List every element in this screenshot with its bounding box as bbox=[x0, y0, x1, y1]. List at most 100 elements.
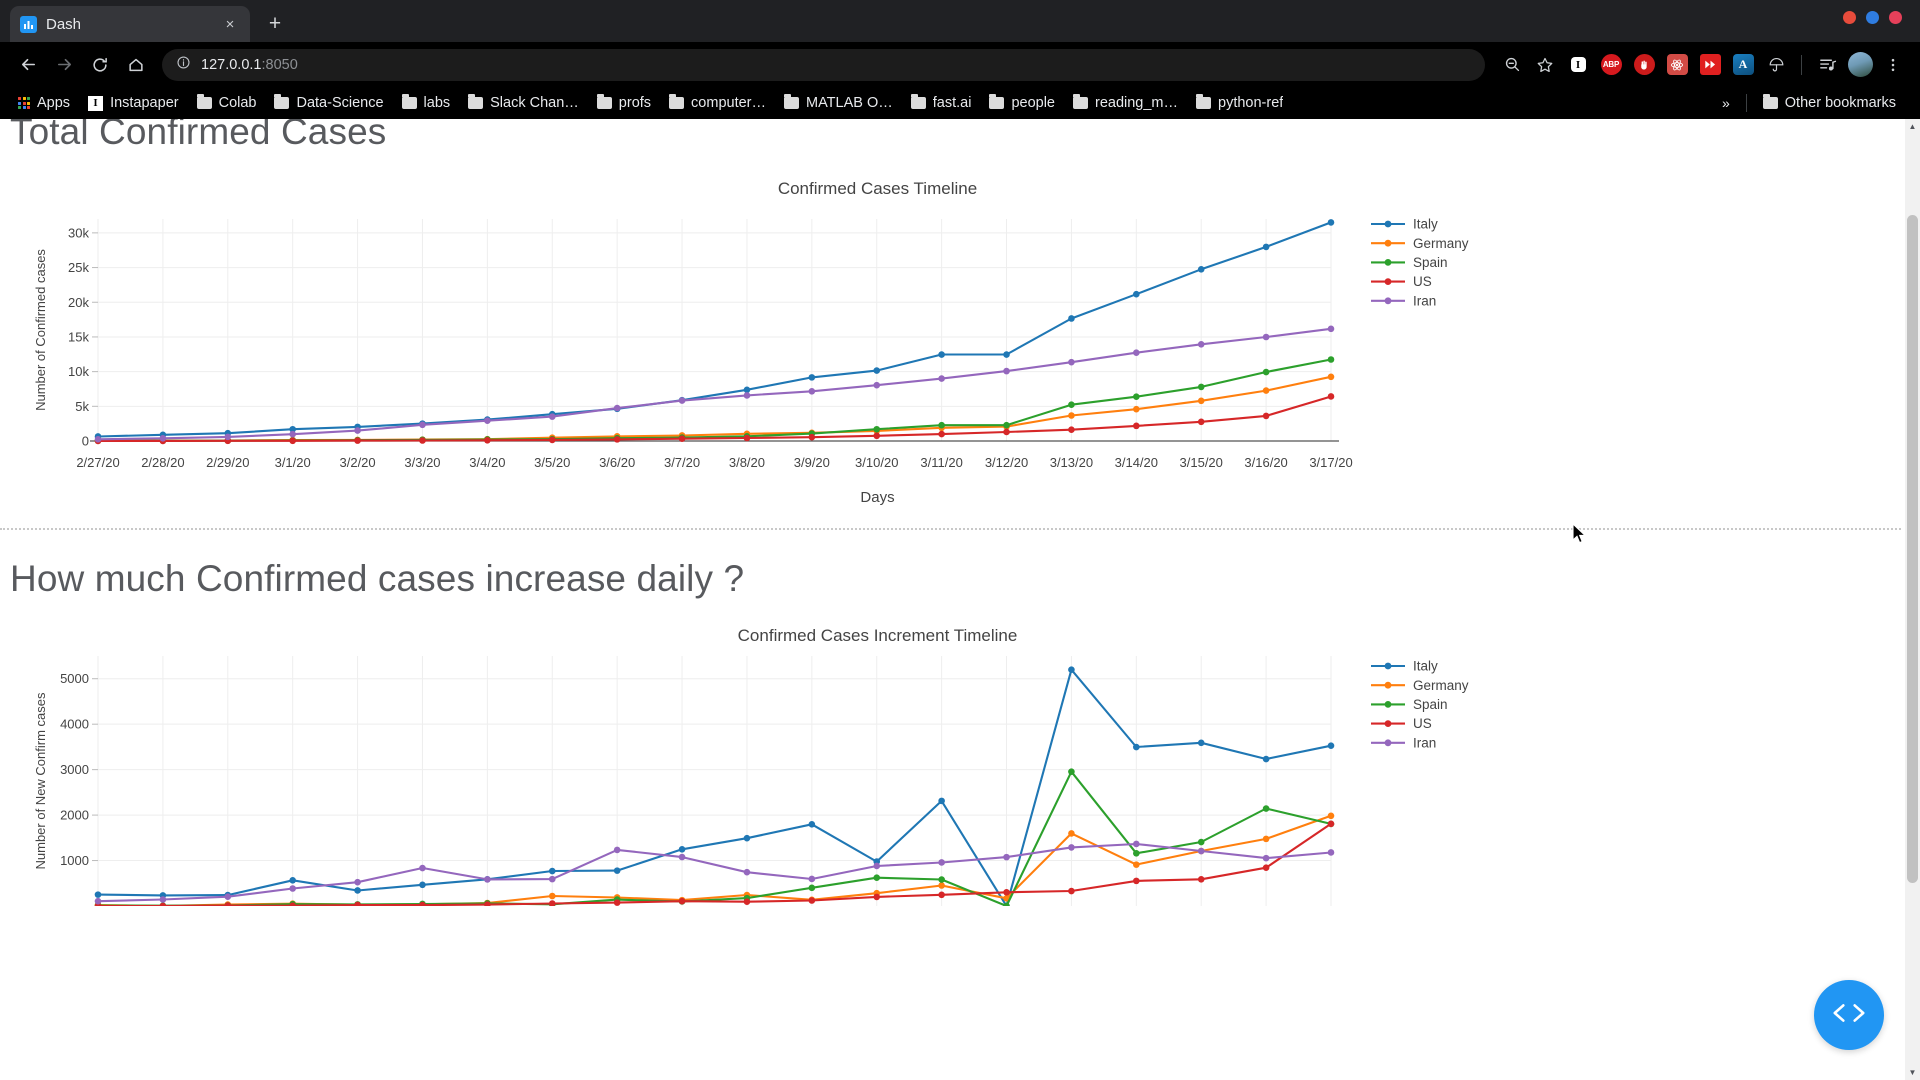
data-point[interactable] bbox=[548, 436, 556, 444]
data-point[interactable] bbox=[1133, 861, 1140, 868]
data-point[interactable] bbox=[938, 430, 945, 438]
bookmark-matlab-o[interactable]: MATLAB O… bbox=[776, 92, 901, 114]
data-point[interactable] bbox=[548, 892, 556, 900]
data-point[interactable] bbox=[1262, 243, 1270, 251]
data-point[interactable] bbox=[1003, 421, 1010, 429]
code-toggle-button[interactable] bbox=[1814, 980, 1884, 1050]
data-point[interactable] bbox=[808, 875, 816, 883]
data-point[interactable] bbox=[1262, 864, 1270, 871]
scrollbar-thumb[interactable] bbox=[1907, 215, 1918, 883]
data-point[interactable] bbox=[1068, 315, 1075, 322]
legend-item-iran[interactable]: Iran bbox=[1371, 293, 1436, 308]
data-point[interactable] bbox=[1068, 768, 1075, 775]
plot-area[interactable]: 0 5k 10k 15k 20k 25k 30k Number of Confirmed ca… bbox=[0, 199, 1901, 489]
data-point[interactable] bbox=[613, 404, 621, 412]
data-point[interactable] bbox=[678, 897, 686, 905]
data-point[interactable] bbox=[354, 878, 361, 886]
data-point[interactable] bbox=[1197, 266, 1205, 273]
plot-svg[interactable]: 1000 2000 3000 4000 5000 Number of New Confir… bbox=[0, 646, 1901, 906]
legend-item-spain[interactable]: Spain bbox=[1371, 697, 1448, 712]
data-point[interactable] bbox=[224, 902, 232, 906]
instapaper-extension-icon[interactable]: I bbox=[1563, 50, 1593, 80]
data-point[interactable] bbox=[808, 433, 816, 441]
data-point[interactable] bbox=[1327, 219, 1335, 226]
data-point[interactable] bbox=[1003, 351, 1010, 358]
umbrella-extension-icon[interactable] bbox=[1761, 50, 1791, 80]
data-point[interactable] bbox=[938, 882, 945, 889]
bookmark-profs[interactable]: profs bbox=[589, 92, 659, 114]
data-point[interactable] bbox=[1327, 820, 1335, 828]
data-point[interactable] bbox=[289, 437, 296, 445]
data-point[interactable] bbox=[1262, 854, 1270, 862]
series-line-iran[interactable] bbox=[97, 327, 1332, 441]
series-line-germany[interactable] bbox=[98, 375, 1332, 442]
data-point[interactable] bbox=[743, 898, 751, 905]
data-point[interactable] bbox=[1133, 290, 1140, 298]
data-point[interactable] bbox=[1197, 876, 1205, 883]
other-bookmarks-button[interactable]: Other bookmarks bbox=[1755, 92, 1910, 114]
bookmark-slack-chan[interactable]: Slack Chan… bbox=[460, 92, 587, 114]
close-icon[interactable]: × bbox=[225, 15, 235, 33]
data-point[interactable] bbox=[1327, 373, 1335, 381]
bookmark-computer[interactable]: computer… bbox=[661, 92, 774, 114]
series-line-italy[interactable] bbox=[97, 668, 1332, 906]
home-icon[interactable] bbox=[120, 49, 152, 81]
data-point[interactable] bbox=[484, 417, 491, 425]
data-point[interactable] bbox=[354, 427, 361, 434]
scroll-down-arrow[interactable]: ▼ bbox=[1908, 1068, 1917, 1077]
info-circle-icon[interactable] bbox=[176, 55, 191, 75]
data-point[interactable] bbox=[678, 397, 686, 404]
data-point[interactable] bbox=[224, 893, 232, 900]
bookmark-colab[interactable]: Colab bbox=[189, 92, 265, 114]
data-point[interactable] bbox=[1133, 877, 1140, 885]
data-point[interactable] bbox=[938, 859, 945, 866]
data-point[interactable] bbox=[1133, 422, 1140, 430]
data-point[interactable] bbox=[938, 351, 945, 358]
bookmark-instapaper[interactable]: I Instapaper bbox=[80, 92, 187, 114]
bookmark-people[interactable]: people bbox=[981, 92, 1063, 114]
forward-arrow-icon[interactable] bbox=[48, 49, 80, 81]
data-point[interactable] bbox=[743, 868, 751, 876]
data-point[interactable] bbox=[1197, 418, 1205, 426]
minimize-button[interactable] bbox=[1843, 11, 1856, 24]
data-point[interactable] bbox=[419, 864, 426, 872]
data-point[interactable] bbox=[808, 374, 816, 381]
legend-item-iran[interactable]: Iran bbox=[1371, 735, 1436, 750]
data-point[interactable] bbox=[354, 887, 361, 894]
data-point[interactable] bbox=[1327, 849, 1335, 856]
maximize-button[interactable] bbox=[1866, 11, 1879, 24]
bookmarks-overflow-button[interactable]: » bbox=[1721, 95, 1730, 111]
back-arrow-icon[interactable] bbox=[12, 49, 44, 81]
data-point[interactable] bbox=[613, 846, 621, 854]
data-point[interactable] bbox=[289, 425, 296, 433]
data-point[interactable] bbox=[873, 381, 881, 389]
new-tab-button[interactable]: + bbox=[268, 12, 282, 35]
data-point[interactable] bbox=[613, 436, 621, 443]
data-point[interactable] bbox=[354, 437, 361, 444]
data-point[interactable] bbox=[1262, 412, 1270, 420]
data-point[interactable] bbox=[1133, 850, 1140, 857]
reload-icon[interactable] bbox=[84, 49, 116, 81]
data-point[interactable] bbox=[1068, 844, 1075, 851]
data-point[interactable] bbox=[1327, 812, 1335, 820]
data-point[interactable] bbox=[1068, 887, 1075, 895]
bookmark-labs[interactable]: labs bbox=[394, 92, 459, 114]
data-point[interactable] bbox=[1262, 755, 1270, 763]
data-point[interactable] bbox=[678, 435, 686, 442]
data-point[interactable] bbox=[1068, 426, 1075, 433]
data-point[interactable] bbox=[289, 876, 296, 884]
legend-item-us[interactable]: US bbox=[1371, 716, 1432, 731]
data-point[interactable] bbox=[1133, 743, 1140, 751]
legend-item-us[interactable]: US bbox=[1371, 274, 1432, 289]
data-point[interactable] bbox=[613, 867, 621, 874]
data-point[interactable] bbox=[613, 899, 621, 906]
data-point[interactable] bbox=[548, 413, 556, 420]
address-bar[interactable]: 127.0.0.1:8050 bbox=[162, 48, 1485, 81]
data-point[interactable] bbox=[419, 437, 426, 444]
data-point[interactable] bbox=[1262, 387, 1270, 394]
data-point[interactable] bbox=[808, 884, 816, 892]
scroll-up-arrow[interactable]: ▲ bbox=[1908, 122, 1917, 131]
data-point[interactable] bbox=[94, 436, 102, 443]
data-point[interactable] bbox=[94, 891, 102, 898]
data-point[interactable] bbox=[743, 434, 751, 442]
